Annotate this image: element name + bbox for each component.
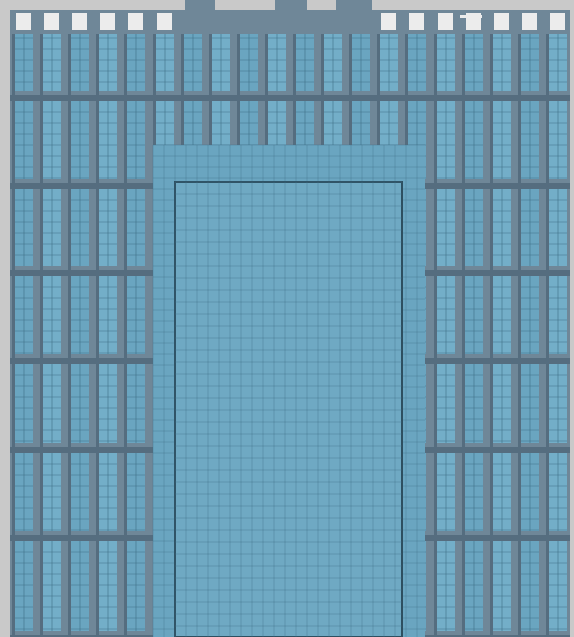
- window-column: [490, 10, 511, 635]
- parapet-opening: [44, 13, 59, 30]
- mullion: [124, 10, 127, 635]
- mullion: [490, 10, 493, 635]
- parapet-opening: [100, 13, 115, 30]
- window-column: [40, 10, 61, 635]
- center-curtain-wall: [152, 144, 425, 637]
- parapet-opening: [409, 13, 424, 30]
- window-column: [518, 10, 539, 635]
- parapet-opening: [522, 13, 537, 30]
- mullion: [462, 10, 465, 635]
- roof-equipment: [185, 0, 215, 12]
- parapet-opening: [494, 13, 509, 30]
- floor-band: [10, 95, 570, 101]
- window-column: [12, 10, 33, 635]
- recessed-opening: [174, 181, 403, 637]
- mullion: [434, 10, 437, 635]
- window-column: [462, 10, 483, 635]
- mullion: [12, 10, 15, 635]
- roof-detail: [460, 15, 482, 18]
- roof-equipment: [275, 0, 307, 12]
- mullion: [68, 10, 71, 635]
- parapet-opening: [381, 13, 396, 30]
- window-column: [434, 10, 455, 635]
- mullion: [518, 10, 521, 635]
- parapet-opening: [157, 13, 172, 30]
- parapet-opening: [72, 13, 87, 30]
- window-column: [68, 10, 89, 635]
- roof-equipment: [336, 0, 372, 12]
- mullion: [546, 10, 549, 635]
- window-column: [96, 10, 117, 635]
- parapet-opening: [550, 13, 565, 30]
- parapet: [10, 10, 570, 34]
- mullion: [96, 10, 99, 635]
- mullion: [40, 10, 43, 635]
- parapet-opening: [128, 13, 143, 30]
- window-column: [124, 10, 145, 635]
- roofline: [10, 0, 570, 34]
- window-column: [546, 10, 567, 635]
- parapet-opening: [16, 13, 31, 30]
- parapet-opening: [438, 13, 453, 30]
